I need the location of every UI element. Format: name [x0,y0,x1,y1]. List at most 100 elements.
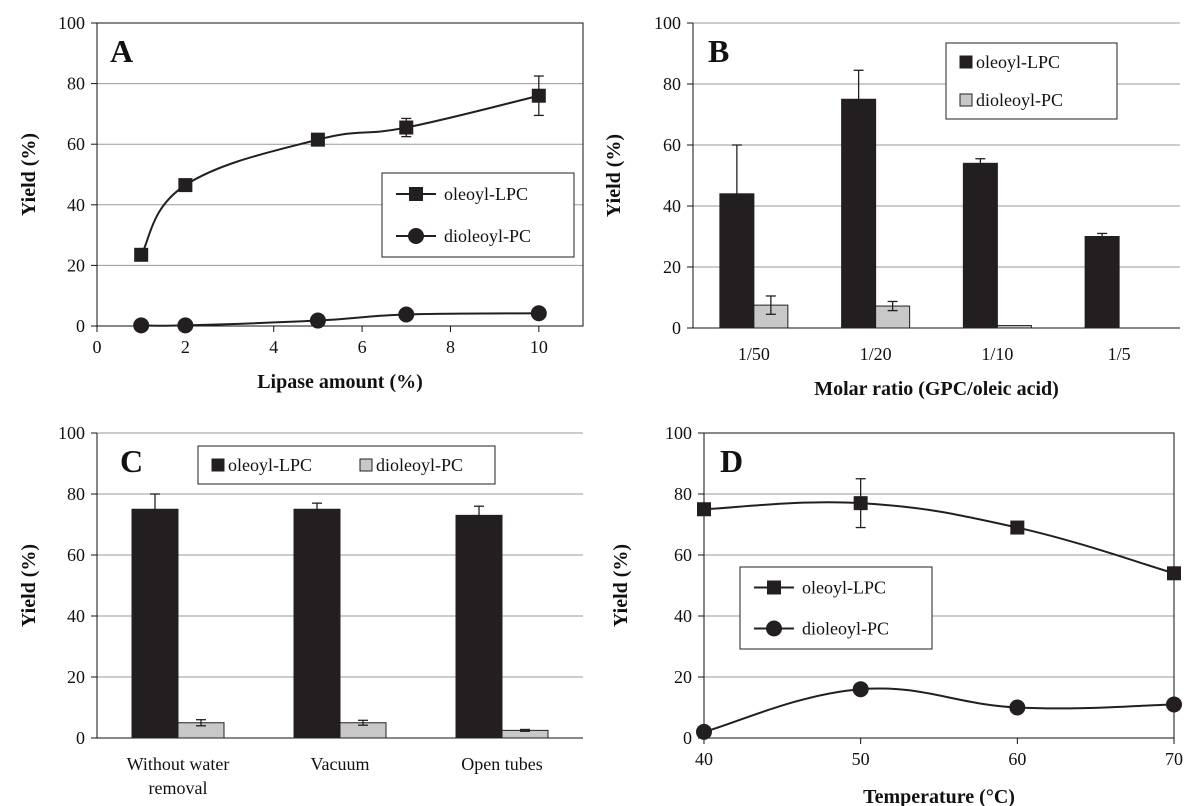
panel-b-category-label: 1/10 [981,344,1013,364]
panel-d-ytick-label: 80 [674,484,692,504]
panel-d-panel-letter: D [720,443,743,479]
panel-b-bar-oleoyl-lpc [841,98,877,329]
panel-a-series-square-point [399,120,414,135]
panel-c: 0 20 40 60 80 100 Yield (%) C Without water remov… [18,423,583,798]
panel-d-legend-marker [766,620,782,637]
panel-d-xtick-label: 70 [1165,749,1183,769]
panel-a-ytick-label: 0 [76,316,85,336]
panel-c-legend-swatch [359,458,373,472]
panel-a-series-square-point [310,132,325,147]
panel-b-ytick-label: 40 [663,196,681,216]
panel-d-series-circle-point [1166,696,1182,713]
panel-a-series-circle-point [309,312,326,329]
panel-c-ytick-label: 20 [67,667,85,687]
panel-a-xtick-label: 8 [446,337,455,357]
panel-d-series-square-point [1010,520,1025,535]
panel-a-series-circle-point [177,317,194,334]
panel-a-xtick-label: 10 [530,337,548,357]
panel-d-series-square-point [853,496,868,511]
panel-c-ytick-label: 60 [67,545,85,565]
panel-b-panel-letter: B [708,33,729,69]
panel-a-ytick-label: 80 [67,74,85,94]
panel-b-x-axis-title: Molar ratio (GPC/oleic acid) [814,378,1059,400]
panel-b-legend-box [945,42,1118,120]
panel-a: 0 20 40 60 80 100 Yield (%) A 0 2 4 6 8 10 Lipase amou… [18,13,584,393]
panel-b-legend-label: oleoyl-LPC [976,52,1060,72]
panel-d-legend: oleoyl-LPC dioleoyl-PC [739,566,933,650]
panel-a-panel-letter: A [110,33,133,69]
panel-d-ytick-label: 100 [665,423,692,443]
panel-d-legend-label: oleoyl-LPC [802,578,886,598]
panel-c-bar-oleoyl-lpc [131,508,179,739]
panel-d-ytick-label: 60 [674,545,692,565]
panel-d-series-square-line [703,501,1175,575]
panel-c-ytick-label: 40 [67,606,85,626]
panel-a-legend-label: dioleoyl-PC [444,226,531,246]
panel-d-ytick-label: 20 [674,667,692,687]
panel-d-series-circle-point [852,681,869,698]
panel-d-series-square-point [1167,566,1181,581]
panel-c-category-label: removal [149,778,208,798]
panel-c-panel-letter: C [120,443,143,479]
panel-c-bar-oleoyl-lpc [455,514,503,739]
panel-a-series-circle-point [133,317,150,334]
panel-b-ytick-label: 80 [663,74,681,94]
panel-d-series-circle-line [703,687,1175,733]
panel-d-ytick-label: 0 [683,728,692,748]
panel-a-plot-frame [96,22,584,327]
panel-b-legend-label: dioleoyl-PC [976,90,1063,110]
panel-a-legend-marker [409,187,423,201]
panel-b-bar-dioleoyl-pc [996,325,1032,329]
panel-a-ytick-label: 100 [58,13,85,33]
panel-b-ytick-label: 100 [654,13,681,33]
panel-c-ytick-label: 0 [76,728,85,748]
panel-a-legend: oleoyl-LPC dioleoyl-PC [381,172,575,258]
panel-a-legend-marker [408,228,424,244]
panel-a-xtick-label: 4 [269,337,278,357]
panel-a-y-axis-title: Yield (%) [18,133,40,216]
panel-b-ytick-label: 60 [663,135,681,155]
panel-c-ytick-label: 80 [67,484,85,504]
panel-d-series-circle-point [1009,699,1026,716]
panel-d: 0 20 40 60 80 100 Yield (%) D 40 50 60 70 Temperatur… [610,423,1183,806]
panel-b-legend: oleoyl-LPC dioleoyl-PC [945,42,1118,120]
panel-c-legend-label: dioleoyl-PC [376,455,463,475]
panel-d-plot-frame [703,432,1175,739]
panel-a-legend-label: oleoyl-LPC [444,184,528,204]
panel-b-legend-swatch [959,93,973,107]
panel-c-legend-swatch [211,458,225,472]
panel-d-series-square-point [697,502,711,517]
panel-c-category-label: Without water [127,754,230,774]
panel-c-category-label: Vacuum [311,754,370,774]
panel-b-y-axis-title: Yield (%) [603,134,625,217]
panel-b-category-label: 1/20 [860,344,892,364]
panel-a-series-square-point [531,88,546,103]
panel-c-legend-label: oleoyl-LPC [228,455,312,475]
panel-d-y-axis-title: Yield (%) [610,544,632,627]
panel-d-xtick-label: 40 [695,749,713,769]
panel-a-x-axis-title: Lipase amount (%) [257,371,423,393]
panel-c-y-axis-title: Yield (%) [18,544,40,627]
panel-a-series-circle-line [141,312,539,327]
panel-c-legend: oleoyl-LPC dioleoyl-PC [197,445,496,485]
panel-b-ytick-label: 0 [672,318,681,338]
panel-a-series-circle-point [398,306,415,323]
panel-a-series-circle-point [530,305,547,322]
panel-d-series-circle-point [696,723,712,740]
panel-a-series-square-point [134,247,149,262]
panel-a-xtick-label: 6 [358,337,367,357]
panel-d-legend-label: dioleoyl-PC [802,619,889,639]
panel-d-x-axis-title: Temperature (°C) [863,786,1015,806]
panel-b-bar-oleoyl-lpc [1084,236,1120,329]
panel-a-ytick-label: 60 [67,134,85,154]
panel-c-legend-box [197,445,496,485]
panel-a-xtick-label: 0 [93,337,102,357]
panel-b-category-label: 1/5 [1108,344,1131,364]
panel-a-xtick-label: 2 [181,337,190,357]
panel-b-legend-swatch [959,55,973,69]
panel-d-xtick-label: 50 [852,749,870,769]
panel-d-legend-marker [767,580,781,595]
panel-b-bar-oleoyl-lpc [962,162,998,329]
panel-b: 0 20 40 60 80 100 Yield (%) B 1/50 1/20 1/10 1/5 Mol… [603,13,1180,400]
panel-d-ytick-label: 40 [674,606,692,626]
